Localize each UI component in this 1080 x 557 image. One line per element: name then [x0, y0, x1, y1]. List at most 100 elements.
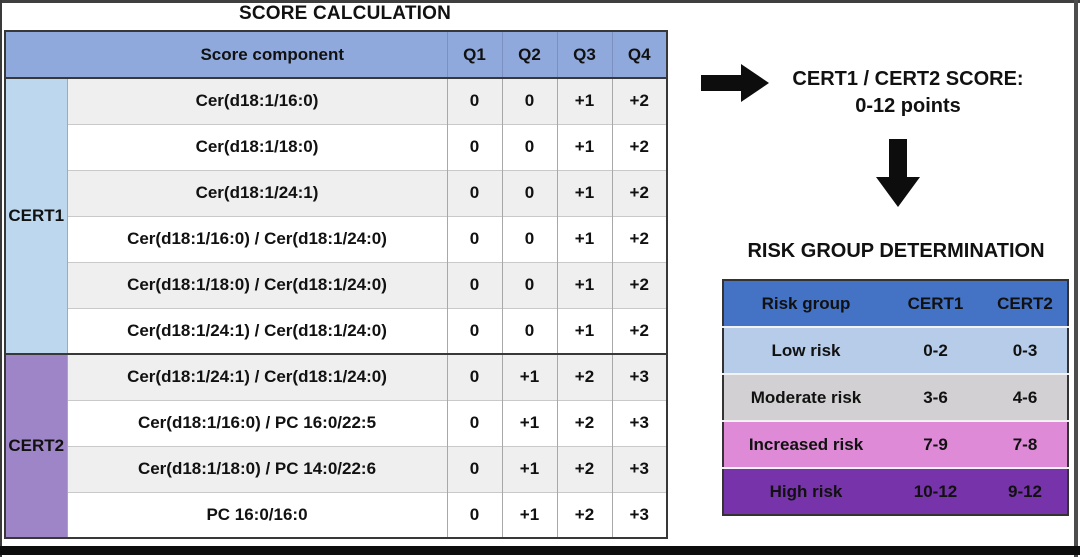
- value-cell: +3: [611, 445, 667, 492]
- frame-right-border: [1074, 0, 1078, 557]
- q4-header: Q4: [611, 31, 667, 79]
- score-range-label: CERT1 / CERT2 SCORE: 0-12 points: [763, 66, 1053, 120]
- cert2-range-cell: 0-3: [983, 326, 1068, 374]
- value-cell: +3: [611, 491, 667, 538]
- value-cell: +2: [611, 77, 667, 124]
- value-cell: 0: [446, 123, 502, 170]
- risk-table: Risk group CERT1 CERT2 Low risk 0-2 0-3 …: [722, 279, 1069, 516]
- table-row: Cer(d18:1/24:1) 0 0 +1 +2: [5, 169, 667, 216]
- value-cell: 0: [446, 399, 502, 446]
- arrow-right-icon: [701, 64, 769, 102]
- value-cell: +3: [611, 353, 667, 400]
- value-cell: +1: [556, 77, 612, 124]
- table-row: Cer(d18:1/24:1) / Cer(d18:1/24:0) 0 0 +1…: [5, 307, 667, 354]
- value-cell: +1: [501, 491, 557, 538]
- table-row: PC 16:0/16:0 0 +1 +2 +3: [5, 491, 667, 538]
- q3-header: Q3: [556, 31, 612, 79]
- table-row: Increased risk 7-9 7-8: [723, 420, 1068, 468]
- value-cell: 0: [501, 215, 557, 262]
- table-row: Cer(d18:1/18:0) / Cer(d18:1/24:0) 0 0 +1…: [5, 261, 667, 308]
- table-row: Low risk 0-2 0-3: [723, 326, 1068, 374]
- value-cell: 0: [446, 169, 502, 216]
- table-row: CERT1 Cer(d18:1/16:0) 0 0 +1 +2: [5, 77, 667, 354]
- cert2-group-label: CERT2: [5, 353, 68, 538]
- value-cell: 0: [501, 123, 557, 170]
- component-cell: Cer(d18:1/24:1): [66, 169, 447, 216]
- component-cell: PC 16:0/16:0: [66, 491, 447, 538]
- value-cell: +2: [611, 261, 667, 308]
- value-cell: +1: [501, 445, 557, 492]
- value-cell: +2: [556, 491, 612, 538]
- risk-cert1-header: CERT1: [888, 280, 983, 327]
- cert1-range-cell: 3-6: [888, 373, 983, 421]
- table-row: Cer(d18:1/18:0) / PC 14:0/22:6 0 +1 +2 +…: [5, 445, 667, 492]
- value-cell: +1: [556, 215, 612, 262]
- score-table-header-row: Score component Q1 Q2 Q3 Q4: [5, 31, 667, 79]
- cert1-range-cell: 0-2: [888, 326, 983, 374]
- value-cell: +2: [556, 353, 612, 400]
- q1-header: Q1: [446, 31, 502, 79]
- value-cell: +3: [611, 399, 667, 446]
- risk-group-cell: Moderate risk: [723, 373, 888, 421]
- component-cell: Cer(d18:1/16:0): [66, 77, 447, 124]
- value-cell: 0: [446, 491, 502, 538]
- value-cell: +2: [611, 169, 667, 216]
- component-cell: Cer(d18:1/16:0) / PC 16:0/22:5: [66, 399, 447, 446]
- score-range-line2: 0-12 points: [855, 95, 961, 117]
- table-row: Cer(d18:1/16:0) / Cer(d18:1/24:0) 0 0 +1…: [5, 215, 667, 262]
- value-cell: +2: [611, 215, 667, 262]
- value-cell: 0: [446, 261, 502, 308]
- component-cell: Cer(d18:1/24:1) / Cer(d18:1/24:0): [66, 307, 447, 354]
- value-cell: 0: [446, 445, 502, 492]
- risk-group-determination-title: RISK GROUP DETERMINATION: [747, 240, 1045, 262]
- q2-header: Q2: [501, 31, 557, 79]
- table-row: CERT2 Cer(d18:1/24:1) / Cer(d18:1/24:0) …: [5, 353, 667, 538]
- table-row: High risk 10-12 9-12: [723, 467, 1068, 515]
- score-calculation-title: SCORE CALCULATION: [238, 3, 452, 24]
- risk-group-header: Risk group: [723, 280, 888, 327]
- value-cell: +2: [611, 307, 667, 354]
- cert1-group-label: CERT1: [5, 77, 68, 354]
- table-row: Cer(d18:1/16:0) / PC 16:0/22:5 0 +1 +2 +…: [5, 399, 667, 446]
- value-cell: 0: [446, 77, 502, 124]
- frame-left-border: [0, 0, 2, 557]
- cert2-range-cell: 4-6: [983, 373, 1068, 421]
- value-cell: +1: [556, 169, 612, 216]
- cert2-range-cell: 9-12: [983, 467, 1068, 515]
- value-cell: +2: [556, 399, 612, 446]
- frame-top-border: [0, 0, 1080, 3]
- cert2-range-cell: 7-8: [983, 420, 1068, 468]
- component-cell: Cer(d18:1/18:0) / PC 14:0/22:6: [66, 445, 447, 492]
- score-component-header: Score component: [5, 31, 447, 79]
- cert1-range-cell: 10-12: [888, 467, 983, 515]
- component-cell: Cer(d18:1/18:0): [66, 123, 447, 170]
- value-cell: 0: [501, 307, 557, 354]
- table-row: Moderate risk 3-6 4-6: [723, 373, 1068, 421]
- value-cell: +1: [501, 399, 557, 446]
- value-cell: +2: [556, 445, 612, 492]
- value-cell: 0: [446, 307, 502, 354]
- score-range-line1: CERT1 / CERT2 SCORE:: [792, 68, 1024, 90]
- value-cell: +2: [611, 123, 667, 170]
- value-cell: +1: [556, 307, 612, 354]
- component-cell: Cer(d18:1/24:1) / Cer(d18:1/24:0): [66, 353, 447, 400]
- component-cell: Cer(d18:1/18:0) / Cer(d18:1/24:0): [66, 261, 447, 308]
- value-cell: 0: [501, 77, 557, 124]
- risk-group-cell: Low risk: [723, 326, 888, 374]
- value-cell: 0: [501, 261, 557, 308]
- value-cell: 0: [446, 353, 502, 400]
- value-cell: +1: [556, 123, 612, 170]
- value-cell: 0: [501, 169, 557, 216]
- risk-table-header-row: Risk group CERT1 CERT2: [723, 280, 1068, 327]
- frame-bottom-border: [0, 546, 1080, 555]
- value-cell: +1: [501, 353, 557, 400]
- value-cell: +1: [556, 261, 612, 308]
- risk-group-cell: High risk: [723, 467, 888, 515]
- value-cell: 0: [446, 215, 502, 262]
- arrow-down-icon: [876, 139, 920, 207]
- table-row: Cer(d18:1/18:0) 0 0 +1 +2: [5, 123, 667, 170]
- cert1-range-cell: 7-9: [888, 420, 983, 468]
- risk-cert2-header: CERT2: [983, 280, 1068, 327]
- component-cell: Cer(d18:1/16:0) / Cer(d18:1/24:0): [66, 215, 447, 262]
